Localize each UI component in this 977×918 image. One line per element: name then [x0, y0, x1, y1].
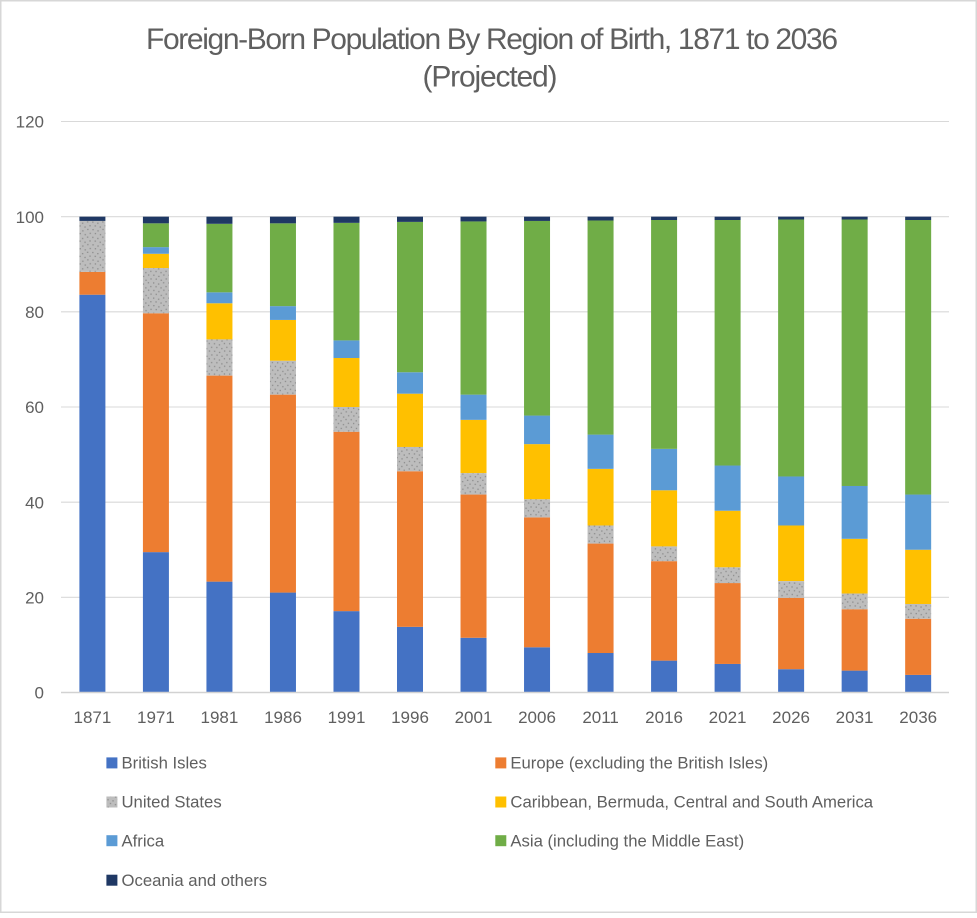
svg-text:1991: 1991: [328, 708, 366, 727]
svg-text:40: 40: [25, 493, 44, 512]
svg-text:1871: 1871: [73, 708, 111, 727]
svg-text:1971: 1971: [137, 708, 175, 727]
svg-text:(Projected): (Projected): [423, 61, 558, 94]
svg-text:2011: 2011: [582, 708, 619, 727]
svg-text:100: 100: [16, 208, 44, 227]
svg-text:British Isles: British Isles: [122, 754, 207, 773]
svg-text:United States: United States: [122, 793, 222, 812]
svg-text:2001: 2001: [455, 708, 493, 727]
svg-text:2016: 2016: [645, 708, 683, 727]
svg-text:Caribbean, Bermuda, Central an: Caribbean, Bermuda, Central and South Am…: [510, 793, 873, 812]
svg-text:Europe (excluding the British: Europe (excluding the British Isles): [510, 754, 768, 773]
svg-text:1996: 1996: [391, 708, 429, 727]
svg-text:0: 0: [35, 684, 44, 703]
svg-text:2021: 2021: [709, 708, 747, 727]
svg-text:80: 80: [25, 303, 44, 322]
svg-text:60: 60: [25, 398, 44, 417]
svg-text:120: 120: [16, 113, 44, 132]
svg-text:Africa: Africa: [122, 831, 165, 850]
svg-text:1981: 1981: [200, 708, 238, 727]
svg-text:2026: 2026: [772, 708, 810, 727]
svg-text:2031: 2031: [836, 708, 874, 727]
svg-text:Oceania and others: Oceania and others: [122, 871, 268, 890]
svg-text:Asia (including the Middle Eas: Asia (including the Middle East): [510, 831, 744, 850]
svg-text:2006: 2006: [518, 708, 556, 727]
svg-text:20: 20: [25, 589, 44, 608]
svg-text:Foreign-Born Population By Reg: Foreign-Born Population By Region of Bir…: [146, 23, 838, 56]
svg-text:2036: 2036: [899, 708, 937, 727]
svg-text:1986: 1986: [264, 708, 302, 727]
